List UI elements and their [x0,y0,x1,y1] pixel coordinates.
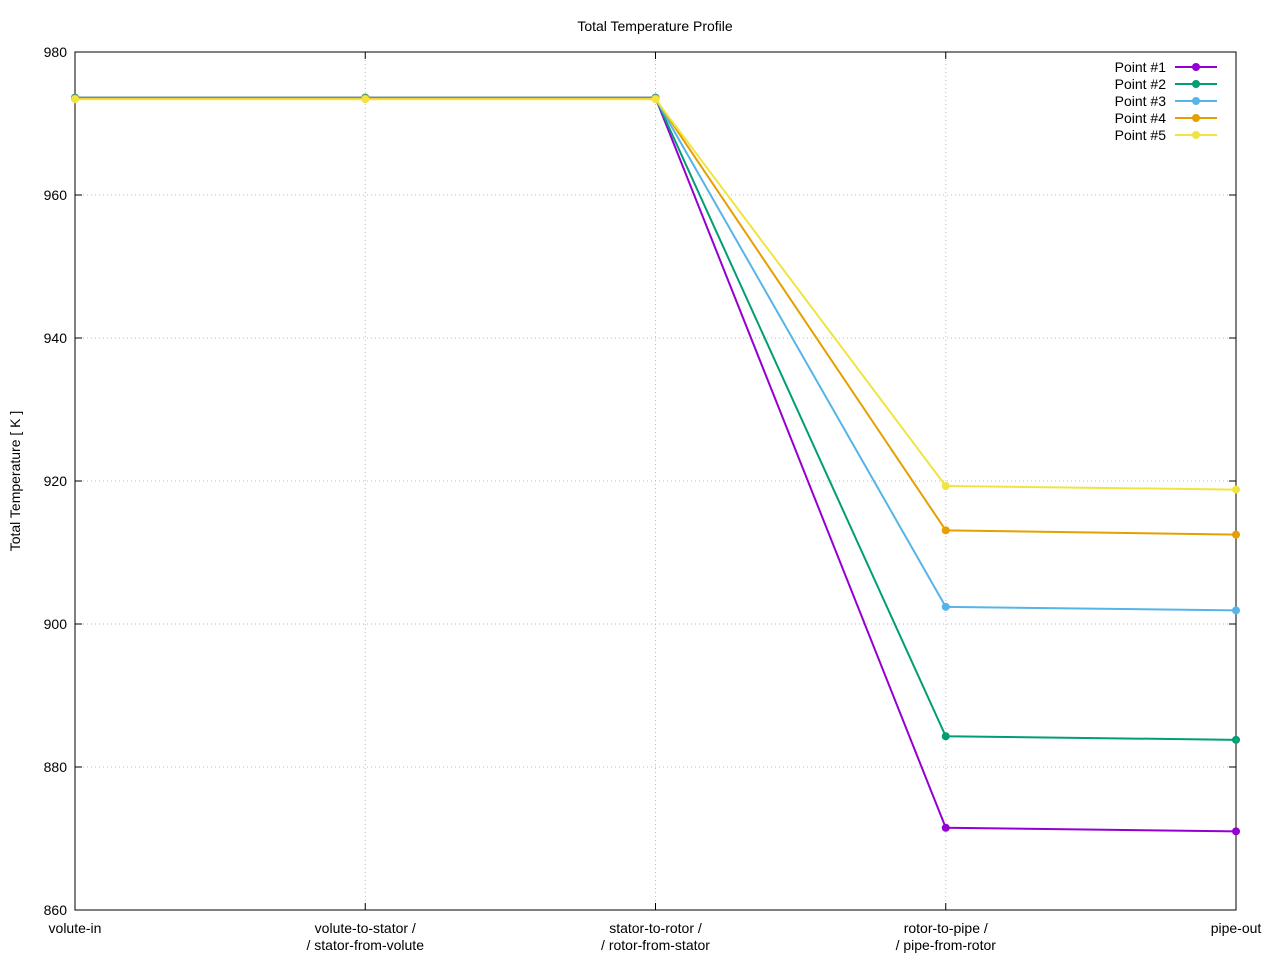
legend-label: Point #5 [1115,127,1167,143]
data-point [1232,606,1240,615]
x-tick-label: volute-to-stator / [315,920,416,936]
y-tick-label: 960 [44,187,68,203]
legend-marker [1192,114,1200,122]
x-tick-label: pipe-out [1211,920,1262,936]
data-point [71,95,79,104]
data-point [1232,530,1240,539]
data-point [361,95,370,104]
data-point [1232,827,1240,836]
legend-marker [1192,97,1200,105]
legend-marker [1192,80,1200,88]
legend-label: Point #3 [1115,93,1167,109]
y-tick-label: 980 [44,44,68,60]
legend-label: Point #1 [1115,59,1167,75]
series-line [75,96,1237,741]
y-tick-label: 920 [44,473,68,489]
data-point [1232,485,1240,494]
legend-label: Point #4 [1115,110,1167,126]
y-tick-label: 940 [44,330,68,346]
x-tick-label: / rotor-from-stator [601,937,710,953]
data-point [941,732,950,741]
x-tick-label: rotor-to-pipe / [904,920,988,936]
plot-frame [74,51,1237,911]
legend-marker [1192,63,1200,71]
chart-title: Total Temperature Profile [577,18,733,34]
x-tick-label: / stator-from-volute [307,937,425,953]
legend-label: Point #2 [1115,76,1167,92]
series-line [75,98,1237,491]
x-tick-label: / pipe-from-rotor [896,937,997,953]
data-point [941,526,950,535]
data-point [941,602,950,611]
data-point [941,482,950,491]
series-line [75,97,1237,612]
legend-marker [1192,131,1200,139]
y-tick-label: 860 [44,902,68,918]
y-tick-label: 880 [44,759,68,775]
x-tick-label: volute-in [49,920,102,936]
x-tick-label: stator-to-rotor / [609,920,702,936]
y-tick-label: 900 [44,616,68,632]
data-point [941,823,950,832]
y-axis-label: Total Temperature [ K ] [7,411,23,552]
data-point [651,95,660,104]
data-point [1232,735,1240,744]
